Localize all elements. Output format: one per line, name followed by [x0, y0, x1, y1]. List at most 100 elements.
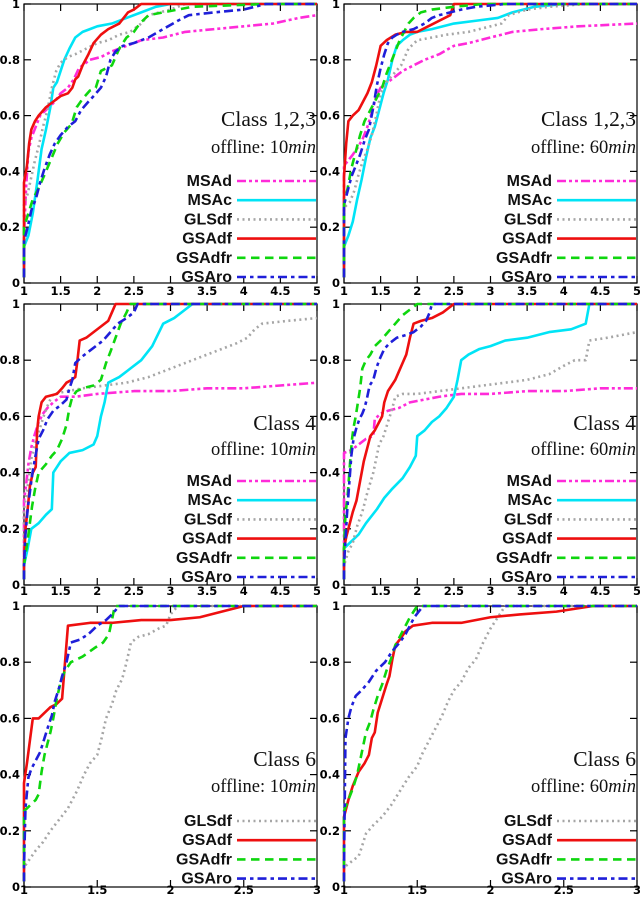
legend-label-MSAd: MSAd: [187, 173, 232, 190]
plot-subtitle: offline: 60min: [531, 138, 636, 158]
series-line-GSAdf: [342, 302, 637, 580]
series-group: [22, 302, 318, 580]
y-tick-label: 0.6: [0, 711, 20, 725]
x-tick-label: 4.5: [590, 284, 610, 297]
legend-label-GSAdf: GSAdf: [182, 832, 232, 849]
x-tick-label: 2.5: [234, 883, 254, 897]
y-tick-label: 0.4: [0, 768, 20, 782]
legend-label-GSAro: GSAro: [501, 569, 552, 586]
series-line-GSAdf: [22, 2, 317, 278]
x-tick-label: 1: [20, 883, 28, 897]
y-tick-label: 1: [332, 0, 340, 11]
plot-class123-offline10min: 1 1.5 2 2.5 3 3.5 4 4.5 5 0 0.2 0.4 0.6 0.8 1 Class 1,2…: [0, 0, 320, 297]
x-tick-label: 1: [340, 883, 348, 897]
y-tick-label: 0.6: [0, 409, 20, 423]
x-tick-label: 1.5: [50, 584, 70, 598]
legend-label-GSAro: GSAro: [501, 269, 552, 286]
y-tick-label: 0.4: [320, 466, 340, 480]
x-tick-label: 1: [20, 584, 28, 598]
legend-label-GSAdfr: GSAdfr: [496, 550, 552, 567]
x-tick-label: 2: [166, 883, 174, 897]
x-tick-label: 4.5: [270, 584, 290, 598]
series-group: [342, 302, 638, 580]
series-line-GSAdfr: [342, 302, 637, 580]
x-tick-label: 3: [486, 284, 494, 297]
series-line-GSAdf: [22, 604, 317, 882]
series-group: [22, 2, 318, 278]
x-tick-label: 3: [633, 883, 640, 897]
legend-label-GSAro: GSAro: [181, 569, 232, 586]
plot-cell-1: 1 1.5 2 2.5 3 3.5 4 4.5 5 0 0.2 0.4 0.6 0.8 1 Class 1,2…: [320, 0, 640, 297]
y-tick-label: 1: [12, 599, 20, 613]
legend-label-GSAdf: GSAdf: [182, 531, 232, 548]
legend-label-MSAc: MSAc: [508, 492, 553, 509]
y-tick-label: 0.4: [320, 768, 340, 782]
plot-class123-offline60min: 1 1.5 2 2.5 3 3.5 4 4.5 5 0 0.2 0.4 0.6 0.8 1 Class 1,2…: [320, 0, 640, 297]
series-line-MSAc: [22, 302, 317, 580]
legend-label-MSAd: MSAd: [507, 473, 552, 490]
plot-subtitle: offline: 10min: [211, 138, 316, 158]
plot-title: Class 6: [253, 747, 316, 771]
series-group: [22, 604, 317, 882]
legend-label-GSAdfr: GSAdfr: [496, 851, 552, 868]
series-line-GSAdfr: [342, 604, 637, 882]
y-tick-label: 0.2: [320, 220, 340, 234]
y-tick-label: 0.8: [0, 353, 20, 367]
x-tick-label: 2.5: [554, 883, 574, 897]
x-tick-label: 2.5: [124, 284, 144, 297]
x-tick-label: 3.5: [517, 284, 537, 297]
x-tick-label: 2.5: [124, 584, 144, 598]
x-tick-label: 4: [240, 584, 248, 598]
legend-label-GLSdf: GLSdf: [184, 511, 233, 528]
plot-cell-3: 1 1.5 2 2.5 3 3.5 4 4.5 5 0 0.2 0.4 0.6 0.8 1 Class 4 of…: [320, 297, 640, 598]
plot-title: Class 6: [573, 747, 636, 771]
series-line-GLSdf: [342, 2, 637, 278]
plot-subtitle: offline: 60min: [531, 440, 636, 460]
plot-cell-0: 1 1.5 2 2.5 3 3.5 4 4.5 5 0 0.2 0.4 0.6 0.8 1 Class 1,2…: [0, 0, 320, 297]
y-tick-label: 0.6: [320, 409, 340, 423]
y-tick-label: 0: [12, 578, 20, 592]
series-line-MSAd: [22, 381, 318, 580]
series-line-GSAro: [22, 2, 317, 278]
series-line-MSAd: [22, 13, 318, 278]
legend-label-GSAdfr: GSAdfr: [496, 250, 552, 267]
legend-label-GSAdf: GSAdf: [502, 531, 552, 548]
x-tick-label: 5: [633, 584, 640, 598]
y-tick-label: 0.8: [320, 655, 340, 669]
y-tick-label: 0: [12, 880, 20, 894]
series-line-GLSdf: [22, 2, 317, 278]
legend-label-MSAc: MSAc: [188, 192, 233, 209]
legend-label-MSAc: MSAc: [188, 492, 233, 509]
legend-label-GSAdfr: GSAdfr: [176, 250, 232, 267]
series-line-GSAdfr: [22, 302, 317, 580]
x-tick-label: 3: [166, 584, 174, 598]
series-line-GSAro: [22, 604, 317, 882]
x-tick-label: 2: [93, 284, 101, 297]
legend-label-GLSdf: GLSdf: [504, 813, 553, 830]
x-tick-label: 3.5: [517, 584, 537, 598]
series-line-GSAdfr: [22, 604, 317, 882]
plot-cell-4: 1 1.5 2 2.5 3 0 0.2 0.4 0.6 0.8 1 Class 6 offline: 1…: [0, 598, 320, 901]
x-tick-label: 3.5: [197, 584, 217, 598]
y-tick-label: 0.8: [0, 53, 20, 67]
x-tick-label: 1.5: [87, 883, 107, 897]
legend-label-GSAro: GSAro: [501, 871, 552, 888]
x-tick-label: 1.5: [370, 584, 390, 598]
x-tick-label: 3: [166, 284, 174, 297]
x-tick-label: 3: [486, 584, 494, 598]
series-line-GLSdf: [342, 604, 637, 882]
series-line-GSAdf: [342, 2, 637, 278]
x-tick-label: 5: [313, 284, 320, 297]
series-line-GSAdfr: [342, 2, 637, 278]
y-tick-label: 0.4: [0, 164, 20, 178]
series-line-GSAro: [342, 604, 637, 882]
y-tick-label: 0.6: [320, 711, 340, 725]
plot-class6-offline10min: 1 1.5 2 2.5 3 0 0.2 0.4 0.6 0.8 1 Class 6 offline: 1…: [0, 599, 320, 897]
y-tick-label: 0: [332, 276, 340, 290]
x-tick-label: 5: [633, 284, 640, 297]
x-tick-label: 2.5: [444, 284, 464, 297]
y-tick-label: 0.2: [0, 522, 20, 536]
series-line-GSAdf: [22, 302, 317, 580]
legend-label-GSAdfr: GSAdfr: [176, 550, 232, 567]
